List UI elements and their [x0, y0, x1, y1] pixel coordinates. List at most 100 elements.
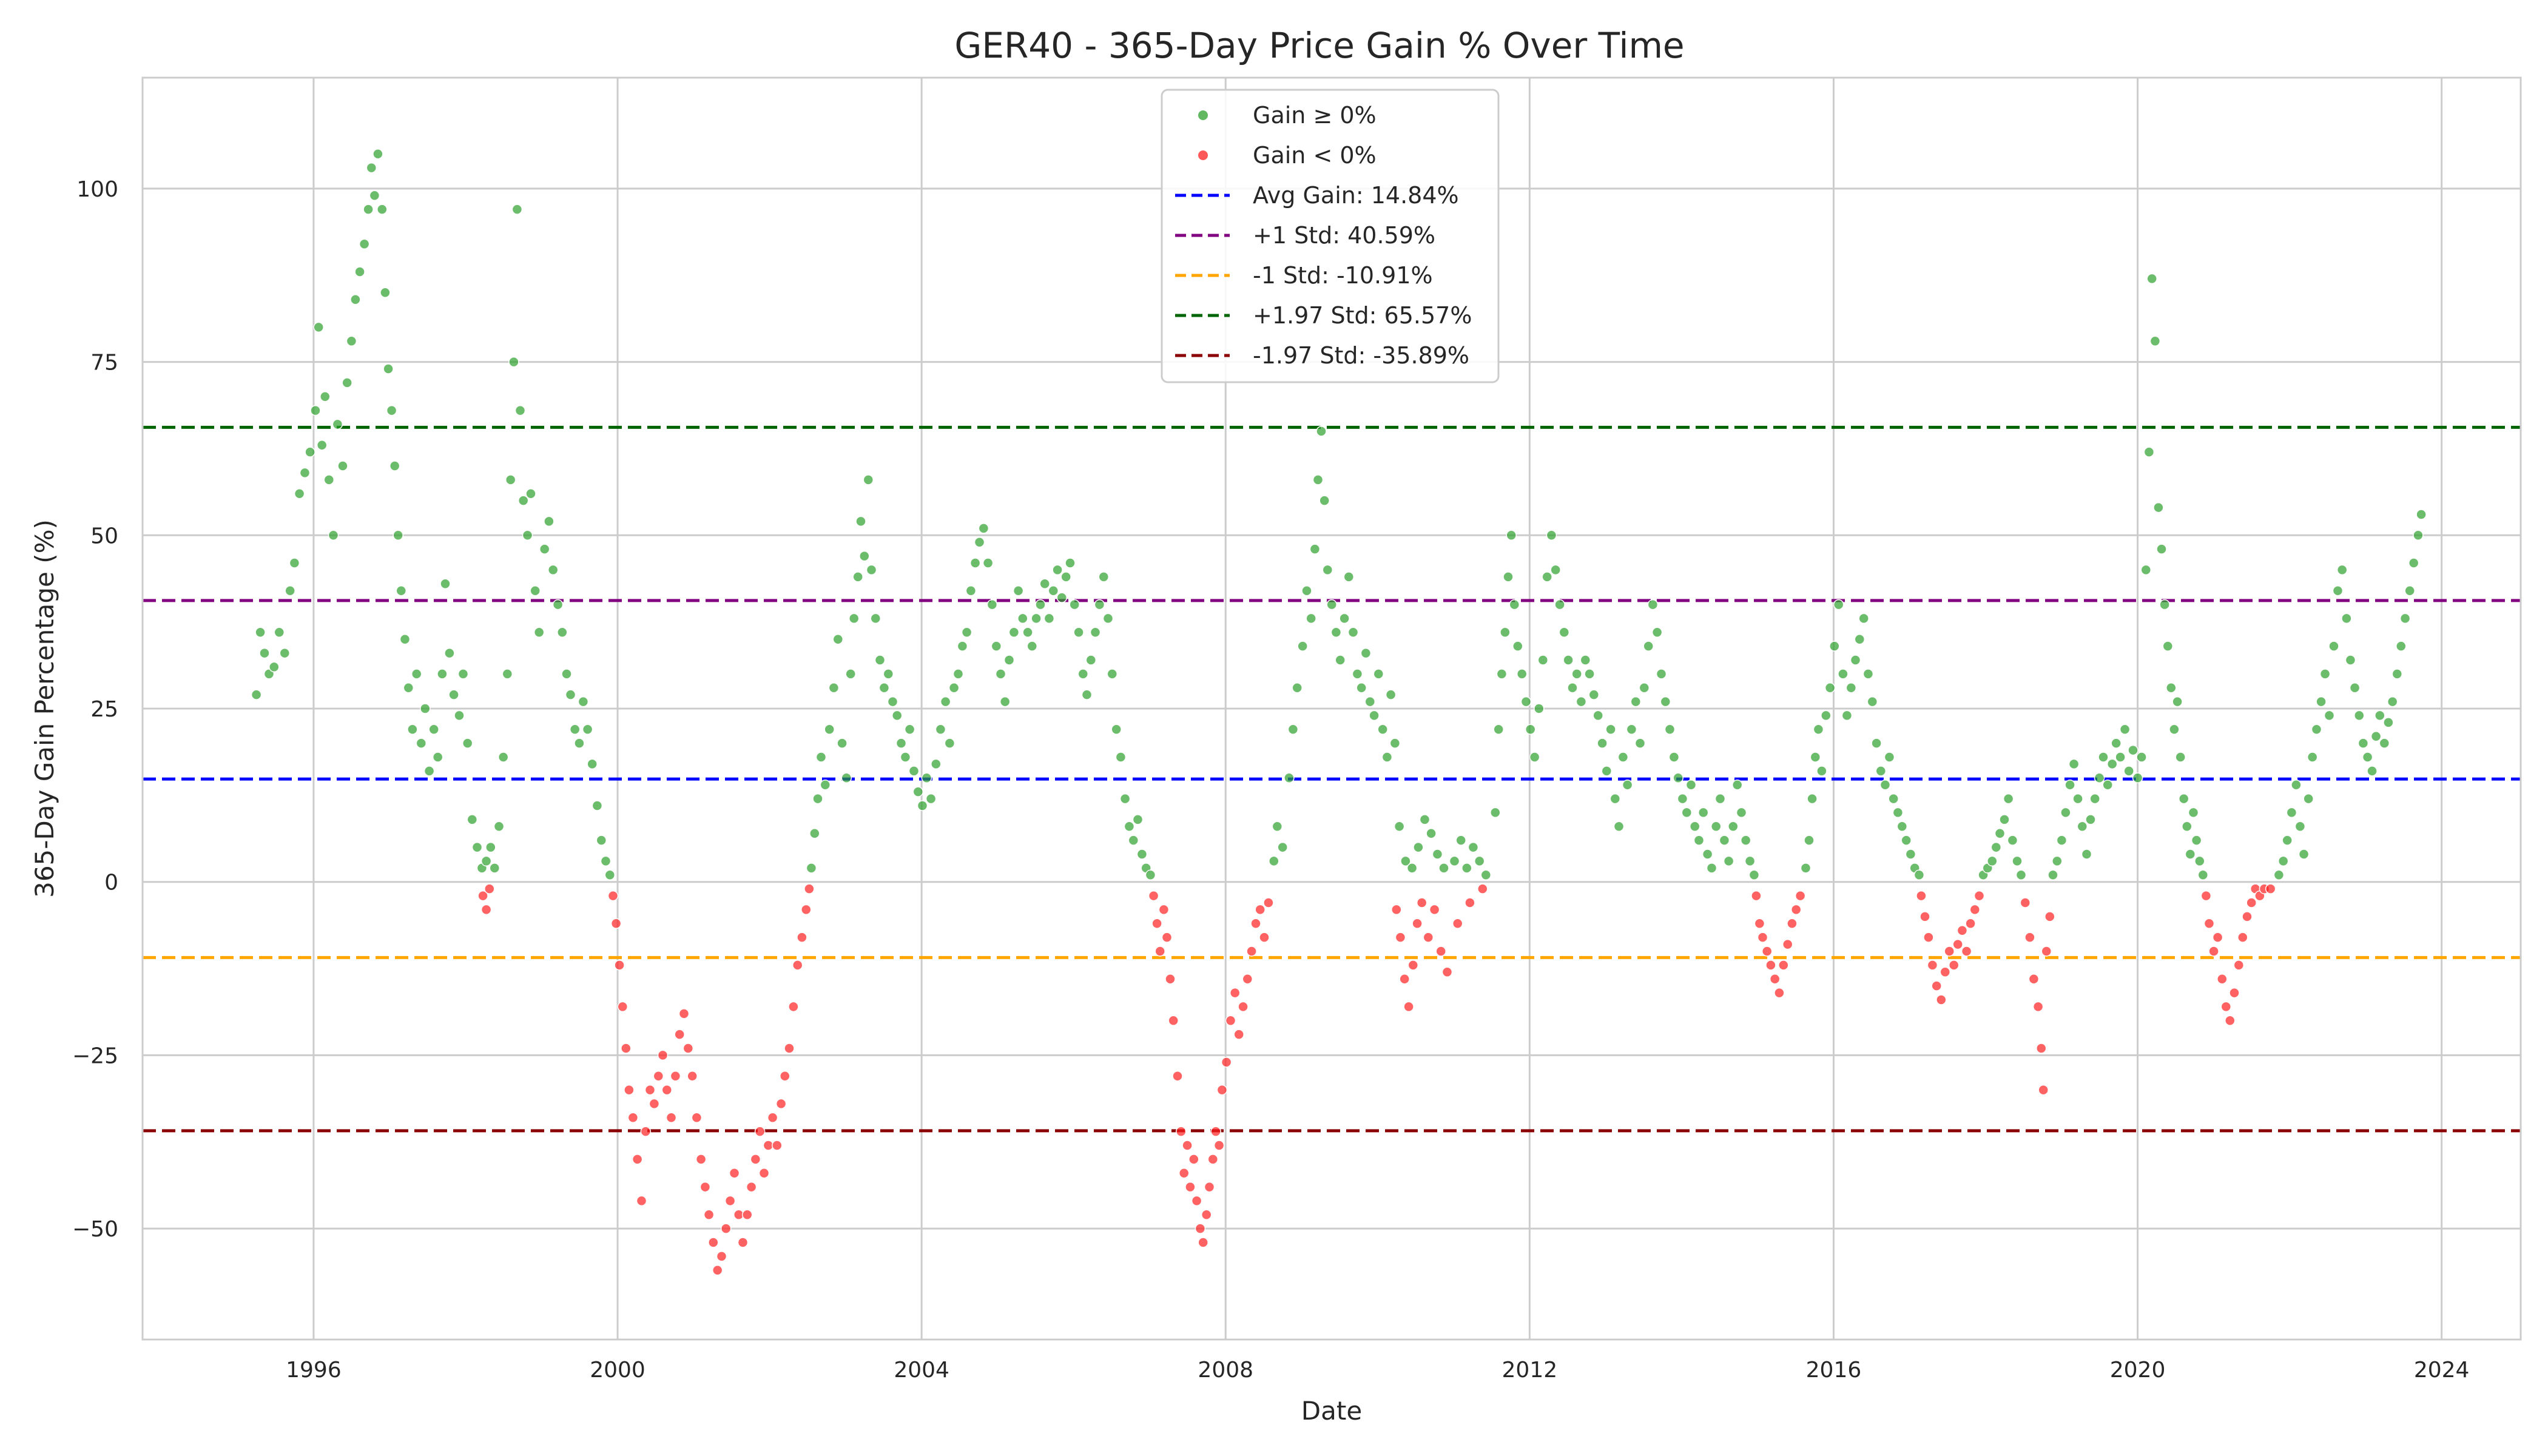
data-point: [508, 356, 519, 368]
data-point: [1999, 814, 2010, 825]
data-point: [1322, 564, 1333, 576]
data-point: [1081, 689, 1093, 700]
data-point: [2362, 752, 2373, 763]
data-point: [1664, 724, 1676, 735]
data-point: [517, 495, 529, 506]
data-point: [1824, 682, 1836, 693]
data-point: [2316, 696, 2327, 707]
y-tick-label: 100: [76, 177, 118, 202]
data-point: [1693, 835, 1705, 846]
data-point: [1944, 946, 1955, 957]
data-point: [2237, 932, 2248, 943]
data-point: [900, 752, 911, 763]
data-point: [1094, 599, 1105, 610]
data-point: [2185, 849, 2196, 860]
data-point: [2399, 613, 2411, 624]
data-point: [1506, 530, 1517, 541]
data-point: [1013, 585, 1024, 596]
data-point: [2032, 1001, 2044, 1013]
data-point: [788, 1001, 799, 1013]
data-point: [917, 800, 928, 811]
data-point: [2128, 744, 2138, 756]
data-point: [1867, 696, 1878, 707]
data-point: [1356, 682, 1367, 693]
data-point: [407, 724, 418, 735]
data-point: [1990, 841, 2002, 853]
data-point: [1339, 613, 1350, 624]
data-point: [1056, 592, 1068, 603]
data-point: [716, 1251, 727, 1262]
data-point: [1813, 724, 1824, 735]
data-point: [1576, 696, 1587, 707]
data-point: [1509, 599, 1520, 610]
data-point: [1229, 987, 1241, 999]
data-point: [1238, 1001, 1249, 1013]
data-point: [1500, 627, 1511, 638]
data-point: [2085, 814, 2096, 825]
data-point: [2072, 793, 2083, 804]
data-point: [944, 738, 956, 749]
data-point: [1740, 835, 1751, 846]
data-point: [1377, 724, 1388, 735]
data-point: [600, 855, 612, 867]
data-point: [1537, 655, 1549, 666]
data-point: [1165, 973, 1176, 985]
data-point: [1385, 689, 1397, 700]
data-point: [2303, 793, 2314, 804]
data-point: [1435, 946, 1446, 957]
data-point: [1639, 682, 1650, 693]
data-point: [1413, 841, 1424, 853]
data-point: [908, 766, 920, 777]
data-point: [1246, 946, 1257, 957]
data-point: [2367, 766, 2378, 777]
data-point: [1176, 1126, 1187, 1137]
data-point: [279, 647, 291, 659]
data-point: [1592, 710, 1603, 721]
data-point: [2212, 932, 2223, 943]
data-point: [754, 1126, 766, 1137]
data-point: [2298, 849, 2310, 860]
y-tick-label: 75: [90, 351, 118, 376]
data-point: [2111, 738, 2122, 749]
data-point: [1862, 669, 1874, 679]
data-point: [1681, 807, 1693, 818]
data-point: [724, 1195, 736, 1207]
data-point: [2123, 766, 2134, 777]
data-point: [369, 190, 380, 201]
data-point: [1723, 855, 1734, 867]
data-point: [887, 696, 898, 707]
data-point: [708, 1237, 719, 1248]
data-point: [1622, 779, 1633, 790]
data-point: [1892, 807, 1904, 818]
data-point: [2149, 335, 2161, 347]
data-point: [1301, 585, 1312, 596]
data-point: [1706, 863, 1717, 874]
data-point: [780, 1070, 790, 1082]
data-point: [2416, 509, 2427, 520]
data-point: [1352, 669, 1363, 679]
data-point: [505, 474, 516, 485]
data-point: [1702, 849, 1713, 860]
data-point: [1161, 932, 1173, 943]
data-point: [457, 669, 469, 679]
data-point: [1673, 772, 1684, 784]
data-point: [1178, 1167, 1190, 1179]
data-point: [1821, 710, 1832, 721]
data-point: [848, 613, 860, 624]
data-point: [299, 467, 311, 479]
data-point: [1787, 918, 1798, 929]
data-point: [310, 405, 321, 416]
data-point: [2094, 772, 2105, 784]
data-point: [1782, 939, 1793, 950]
data-point: [1516, 669, 1528, 679]
data-point: [772, 1140, 783, 1151]
data-point: [1546, 530, 1557, 541]
data-point: [1816, 766, 1827, 777]
data-point: [691, 1112, 703, 1124]
data-point: [569, 724, 581, 735]
data-point: [497, 752, 509, 763]
data-point: [1119, 793, 1131, 804]
data-point: [1026, 641, 1038, 652]
data-point: [1124, 821, 1135, 832]
data-point: [1031, 613, 1042, 624]
